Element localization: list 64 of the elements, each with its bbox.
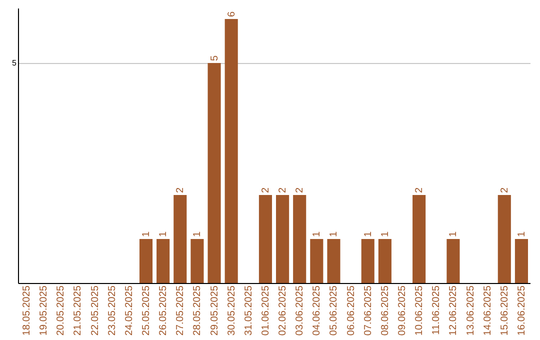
data-label: 2: [499, 187, 510, 193]
x-tick-label: 04.06.2025: [312, 285, 323, 336]
x-tick-label: 30.05.2025: [226, 285, 238, 336]
bar: [446, 239, 460, 283]
x-tick-label: 13.06.2025: [465, 285, 476, 336]
x-tick-label: 18.05.2025: [22, 285, 33, 336]
bar: [208, 63, 221, 283]
x-tick-label: 08.06.2025: [380, 285, 391, 336]
bar: [378, 239, 392, 283]
x-tick-label: 10.06.2025: [414, 285, 426, 336]
data-label: 1: [192, 231, 204, 237]
bar: [514, 239, 528, 283]
x-tick-label: 25.05.2025: [141, 285, 152, 336]
bar: [412, 195, 426, 283]
bar: [139, 239, 153, 283]
x-tick-label: 05.06.2025: [328, 285, 340, 336]
x-tick-label: 27.05.2025: [175, 285, 186, 336]
data-label: 1: [141, 231, 152, 237]
data-label: 1: [380, 231, 391, 237]
x-tick-label: 06.06.2025: [346, 285, 357, 336]
x-tick-label: 29.05.2025: [209, 285, 220, 336]
x-tick-label: 26.05.2025: [158, 285, 170, 336]
data-label: 1: [328, 231, 340, 237]
data-label: 1: [516, 231, 528, 237]
x-tick-label: 21.05.2025: [72, 285, 84, 336]
x-tick-label: 20.05.2025: [56, 285, 67, 336]
x-tick-label: 28.05.2025: [192, 285, 204, 336]
data-label: 5: [209, 55, 220, 61]
x-tick-label: 19.05.2025: [38, 285, 50, 336]
bar: [190, 239, 204, 283]
data-label: 2: [260, 187, 272, 193]
bar: [498, 195, 511, 283]
data-label: 1: [362, 231, 374, 237]
data-label: 6: [226, 11, 238, 17]
data-label: 1: [158, 231, 170, 237]
x-tick-label: 22.05.2025: [90, 285, 101, 336]
data-label: 2: [294, 187, 306, 193]
data-label: 2: [175, 187, 186, 193]
bar: [327, 239, 340, 283]
bar: [293, 195, 306, 283]
bar: [174, 195, 187, 283]
x-tick-label: 09.06.2025: [397, 285, 408, 336]
x-tick-label: 16.06.2025: [516, 285, 528, 336]
x-tick-label: 15.06.2025: [499, 285, 510, 336]
data-label: 1: [448, 231, 460, 237]
x-tick-label: 03.06.2025: [294, 285, 306, 336]
x-tick-label: 12.06.2025: [448, 285, 460, 336]
x-tick-label: 24.05.2025: [124, 285, 135, 336]
data-label: 2: [278, 187, 289, 193]
bar: [276, 195, 290, 283]
x-tick-label: 01.06.2025: [260, 285, 272, 336]
bar: [224, 19, 238, 283]
bar: [156, 239, 170, 283]
x-tick-label: 11.06.2025: [431, 285, 442, 335]
x-tick-label: 23.05.2025: [106, 285, 118, 336]
bar: [310, 239, 324, 283]
x-tick-label: 31.05.2025: [243, 285, 254, 336]
data-label: 1: [312, 231, 323, 237]
x-tick-label: 02.06.2025: [278, 285, 289, 336]
x-tick-label: 07.06.2025: [362, 285, 374, 336]
x-tick-label: 14.06.2025: [482, 285, 494, 336]
bar: [258, 195, 272, 283]
data-label: 2: [414, 187, 426, 193]
bar: [361, 239, 374, 283]
